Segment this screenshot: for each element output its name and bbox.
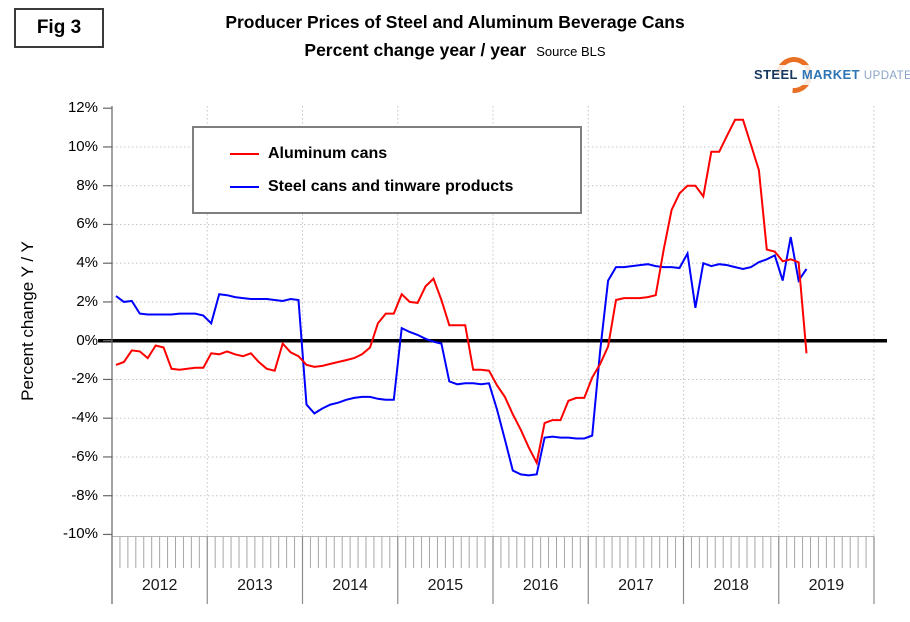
title-block: Producer Prices of Steel and Aluminum Be… [0, 12, 910, 61]
chart-title: Producer Prices of Steel and Aluminum Be… [225, 12, 685, 32]
y-tick-label: 10% [67, 137, 98, 155]
y-tick-label: 2% [76, 292, 98, 310]
logo-word-market: MARKET [801, 67, 860, 82]
logo-word-update: UPDATE [863, 70, 910, 82]
figure-number: Fig 3 [36, 17, 82, 38]
x-year-label: 2016 [522, 577, 559, 594]
y-tick-label: 8% [76, 176, 98, 194]
legend-item-steel: Steel cans and tinware products [194, 170, 580, 203]
x-year-label: 2017 [618, 577, 654, 594]
y-tick-label: 12% [67, 99, 98, 117]
steel-cans-line [115, 236, 808, 477]
chart-subtitle: Percent change year / year [304, 40, 527, 60]
axis-ticks [103, 107, 875, 604]
logo-word-steel: STEEL [754, 67, 798, 82]
y-tick-label: 0% [76, 331, 98, 349]
x-year-label: 2018 [713, 577, 749, 594]
x-year-label: 2013 [237, 577, 273, 594]
steel-market-update-logo: STEEL MARKET UPDATE [752, 49, 910, 101]
legend-item-aluminum: Aluminum cans [194, 137, 580, 170]
steel-line-swatch [230, 185, 259, 188]
x-year-label: 2019 [808, 577, 845, 594]
chart-subtitle-line: Percent change year / year Source BLS [0, 40, 910, 61]
aluminum-cans-line [115, 118, 808, 466]
source-label: Source BLS [536, 44, 606, 59]
legend-box: Aluminum cans Steel cans and tinware pro… [192, 126, 582, 214]
legend-label-steel: Steel cans and tinware products [268, 177, 514, 195]
y-tick-label: -4% [71, 409, 98, 427]
y-tick-label: -10% [62, 525, 98, 543]
aluminum-line-swatch [230, 152, 259, 155]
y-tick-label: 4% [76, 254, 98, 272]
x-year-label: 2012 [141, 577, 178, 594]
axes [98, 106, 887, 604]
legend-label-aluminum: Aluminum cans [268, 144, 388, 162]
y-tick-label: -2% [71, 370, 98, 388]
y-tick-label: -6% [71, 447, 98, 465]
y-tick-label: -8% [71, 486, 98, 504]
figure-number-box: Fig 3 [14, 8, 104, 48]
y-tick-label: 6% [76, 215, 98, 233]
x-year-label: 2015 [427, 577, 464, 594]
x-year-label: 2014 [332, 577, 368, 594]
logo-text: STEEL MARKET UPDATE [752, 65, 910, 85]
